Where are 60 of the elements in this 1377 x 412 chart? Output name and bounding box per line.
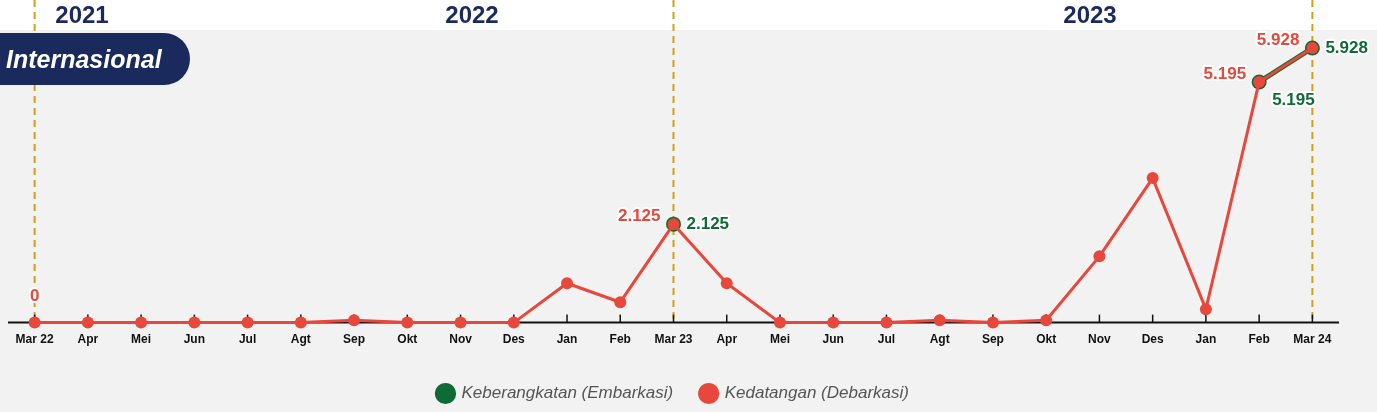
data-label: 5.195 (1203, 63, 1247, 83)
point (827, 316, 840, 329)
point (294, 316, 307, 329)
point (720, 277, 733, 290)
x-tick-label: Jan (1195, 332, 1217, 347)
x-tick-label: Agt (290, 332, 311, 347)
point (773, 316, 786, 329)
point (241, 316, 254, 329)
x-tick-label: Feb (609, 332, 631, 347)
point (348, 314, 361, 327)
text: 2021 (55, 1, 109, 29)
point (880, 316, 893, 329)
x-tick-label: Jul (238, 332, 257, 347)
x-tick-label: Okt (397, 332, 418, 347)
legend-label: Kedatangan (Debarkasi) (724, 383, 909, 403)
point (81, 316, 94, 329)
x-tick-label: Jun (822, 332, 844, 347)
x-tick-label: Jul (877, 332, 896, 347)
point (188, 316, 201, 329)
chart-title: Internasional (0, 33, 190, 85)
data-label: 5.928 (1256, 29, 1300, 49)
x-tick-label: Feb (1248, 332, 1270, 347)
x-tick-label: Mei (131, 332, 152, 347)
point (1199, 303, 1212, 316)
x-tick-label: Des (502, 332, 526, 347)
point (933, 314, 946, 327)
x-tick-label: Apr (77, 332, 99, 347)
data-label: 2.125 (686, 213, 730, 233)
data-label: 2.125 (617, 205, 661, 225)
x-tick-label: Sep (981, 332, 1004, 347)
x-tick-label: Apr (716, 332, 738, 347)
x-tick-label: Mar 22 (15, 332, 54, 347)
point (986, 316, 999, 329)
point (401, 316, 414, 329)
x-tick-label: Jan (556, 332, 578, 347)
text: 2022 (445, 1, 499, 29)
x-tick-label: Des (1141, 332, 1164, 347)
point (507, 316, 520, 329)
point (561, 277, 574, 290)
x-tick-label: Jun (183, 332, 206, 347)
data-label: 5.928 (1325, 37, 1368, 57)
x-tick-label: Mei (769, 332, 790, 347)
point (28, 316, 41, 329)
point (135, 316, 148, 329)
x-tick-label: Sep (343, 332, 366, 347)
legend-label: Keberangkatan (Embarkasi) (461, 383, 674, 403)
x-tick-label: Mar 23 (654, 332, 693, 347)
x-tick-label: Nov (1088, 332, 1112, 347)
x-tick-label: Nov (449, 332, 473, 347)
point (454, 316, 467, 329)
data-label: 5.195 (1272, 89, 1315, 109)
point (614, 296, 627, 309)
data-label: 0 (29, 286, 40, 306)
x-tick-label: Agt (929, 332, 950, 347)
point (1093, 250, 1106, 263)
point (1040, 314, 1053, 327)
x-tick-label: Mar 24 (1293, 332, 1332, 347)
x-tick-label: Okt (1036, 332, 1057, 347)
point (1146, 172, 1159, 185)
text: 2023 (1063, 1, 1117, 29)
